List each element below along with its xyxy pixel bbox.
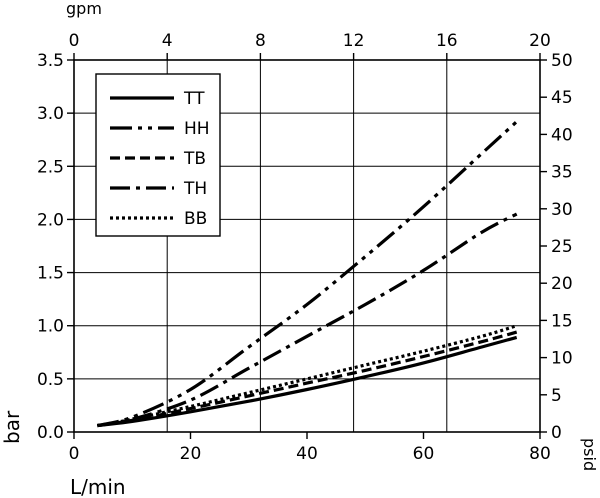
series-line-tb <box>97 330 518 428</box>
series-layer <box>96 120 518 428</box>
y2-tick-label: 20 <box>551 274 573 294</box>
y2-tick-label: 30 <box>551 200 573 220</box>
series-line-tt <box>97 335 518 428</box>
x2-tick-label: 8 <box>255 31 266 51</box>
y2-tick-label: 5 <box>551 386 562 406</box>
y2-tick-label: 15 <box>551 311 573 331</box>
x2-tick-label: 20 <box>529 31 551 51</box>
x-tick-label: 40 <box>296 444 318 464</box>
y-tick-label: 2.0 <box>37 210 64 230</box>
y2-tick-label: 50 <box>551 51 573 71</box>
x-tick-label: 0 <box>69 444 80 464</box>
legend-box <box>95 73 221 237</box>
series-line-hh <box>96 120 518 428</box>
y-tick-label: 2.5 <box>37 157 64 177</box>
y2-tick-label: 25 <box>551 237 573 257</box>
y2-axis-title: psid <box>580 438 599 471</box>
x-tick-label: 20 <box>180 444 202 464</box>
y2-tick-label: 0 <box>551 423 562 443</box>
y-tick-label: 3.5 <box>37 51 64 71</box>
y-tick-label: 0.0 <box>37 423 64 443</box>
legend: TT HH TB TH BB <box>95 73 221 237</box>
x2-tick-label: 16 <box>436 31 458 51</box>
x2-tick-label: 4 <box>162 31 173 51</box>
x-tick-label: 80 <box>529 444 551 464</box>
x-tick-label: 60 <box>413 444 435 464</box>
x2-tick-label: 0 <box>69 31 80 51</box>
x-axis-title: L/min <box>70 475 126 498</box>
y-tick-label: 3.0 <box>37 104 64 124</box>
legend-label-hh: HH <box>184 119 210 139</box>
y-tick-label: 1.5 <box>37 264 64 284</box>
legend-label-bb: BB <box>184 209 207 229</box>
x2-tick-label: 12 <box>343 31 365 51</box>
legend-label-th: TH <box>183 179 207 199</box>
series-line-th <box>97 212 518 428</box>
y2-tick-label: 45 <box>551 88 573 108</box>
y2-tick-label: 40 <box>551 125 573 145</box>
y2-tick-label: 35 <box>551 163 573 183</box>
legend-label-tt: TT <box>183 89 205 109</box>
legend-label-tb: TB <box>183 149 206 169</box>
y-axis-title: bar <box>0 410 24 444</box>
x2-axis-title: gpm <box>66 0 102 18</box>
series-line-bb <box>97 324 518 428</box>
y2-tick-label: 10 <box>551 349 573 369</box>
axis-ticks: 0 20 40 60 800 4 8 12 16 200.00.51.01.52.02.53.03… <box>37 31 573 464</box>
y-tick-label: 1.0 <box>37 317 64 337</box>
y-tick-label: 0.5 <box>37 370 64 390</box>
